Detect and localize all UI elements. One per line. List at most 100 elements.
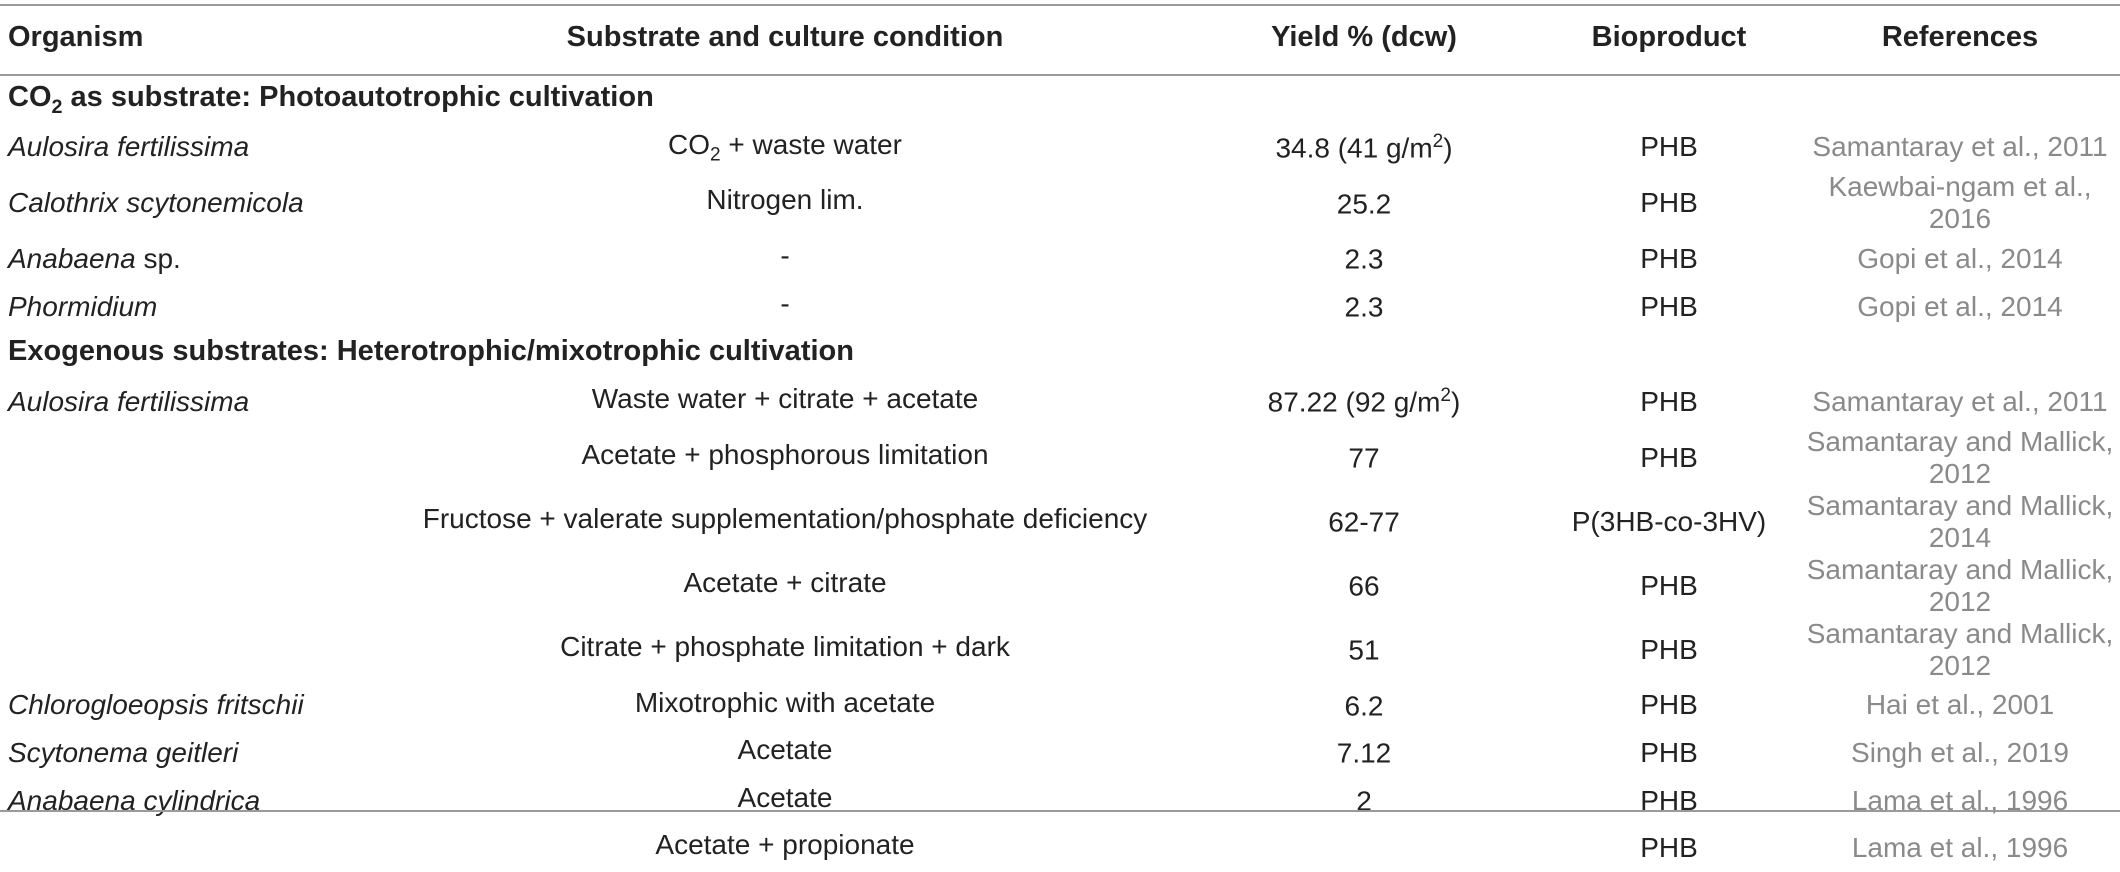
table-row: Chlorogloeopsis fritschii Mixotrophic wit… xyxy=(0,682,2120,730)
substrate-text: Acetate + citrate xyxy=(683,566,887,598)
organism-suffix: sp. xyxy=(135,242,181,274)
cell-organism: Chlorogloeopsis fritschii xyxy=(0,682,380,730)
table-row: Acetate + phosphorous limitation 77 PHB Sam… xyxy=(0,426,2120,490)
yield-text: 2.3 xyxy=(1344,243,1384,275)
organism-name: Calothrix scytonemicola xyxy=(8,187,304,219)
cell-substrate: CO2 + waste water xyxy=(380,124,1190,172)
yield-text: 7.12 xyxy=(1336,737,1392,769)
substrate-text: Mixotrophic with acetate xyxy=(634,686,936,718)
table-row: Scytonema geitleri Acetate 7.12 PHB Singh et… xyxy=(0,729,2120,777)
cell-organism: Aulosira fertilissima xyxy=(0,124,380,172)
section-title: Exogenous substrates: Heterotrophic/mixo… xyxy=(0,330,2120,378)
yield-text-end: ) xyxy=(1451,386,1461,418)
organism-name: Anabaena xyxy=(8,242,136,274)
cell-bioproduct: PHB xyxy=(1640,131,1698,163)
cell-reference: Kaewbai-ngam et al., 2016 xyxy=(1828,171,2092,235)
cell-substrate: Acetate + propionate xyxy=(380,824,1190,872)
yield-text: 6.2 xyxy=(1344,690,1384,722)
cell-yield: 25.2 xyxy=(1190,171,1538,235)
table-row: Phormidium - 2.3 PHB Gopi et al., 2014 xyxy=(0,283,2120,331)
cell-yield xyxy=(1190,824,1538,872)
cell-substrate: Acetate + citrate xyxy=(380,554,1190,618)
cell-bioproduct: PHB xyxy=(1640,242,1698,274)
substrate-text: Acetate + propionate xyxy=(655,829,915,861)
cell-reference: Samantaray et al., 2011 xyxy=(1812,385,2108,417)
bottom-rule xyxy=(0,810,2120,812)
substrate-text: Citrate + phosphate limitation + dark xyxy=(560,630,1010,662)
table-row: Acetate + citrate 66 PHB Samantaray and Mal… xyxy=(0,554,2120,618)
table-row: Aulosira fertilissima Waste water + citra… xyxy=(0,378,2120,426)
cell-yield: 2 xyxy=(1190,777,1538,825)
yield-text: 62-77 xyxy=(1328,506,1400,538)
table-row: Calothrix scytonemicola Nitrogen lim. 25.2… xyxy=(0,171,2120,235)
cell-substrate: - xyxy=(380,283,1190,331)
cell-yield: 6.2 xyxy=(1190,682,1538,730)
header-bioproduct: Bioproduct xyxy=(1538,0,1800,76)
substrate-text: Waste water + citrate + acetate xyxy=(591,382,979,414)
table-row: Citrate + phosphate limitation + dark 51 P… xyxy=(0,618,2120,682)
table-row: Anabaena sp. - 2.3 PHB Gopi et al., 2014 xyxy=(0,235,2120,283)
substrate-text: - xyxy=(780,240,790,272)
cell-reference: Singh et al., 2019 xyxy=(1851,736,2069,768)
cell-reference: Gopi et al., 2014 xyxy=(1857,290,2063,322)
yield-text: 2.3 xyxy=(1344,291,1384,323)
substrate-text: - xyxy=(780,287,790,319)
substrate-text: CO xyxy=(668,128,711,160)
section-title-subscript: 2 xyxy=(51,95,63,118)
cell-reference: Samantaray and Mallick, 2012 xyxy=(1806,617,2114,681)
table-row: Fructose + valerate supplementation/phos… xyxy=(0,490,2120,554)
cell-yield: 2.3 xyxy=(1190,235,1538,283)
cell-yield: 66 xyxy=(1190,554,1538,618)
yield-text: 25.2 xyxy=(1336,187,1392,219)
cell-substrate: Acetate xyxy=(380,777,1190,825)
cell-yield: 51 xyxy=(1190,618,1538,682)
cell-organism: Anabaena cylindrica xyxy=(0,777,380,825)
yield-superscript: 2 xyxy=(1432,130,1444,152)
substrate-text-end: + waste water xyxy=(720,128,902,160)
substrate-text: Nitrogen lim. xyxy=(706,184,864,216)
cell-substrate: - xyxy=(380,235,1190,283)
yield-text: 34.8 (41 g/m xyxy=(1275,132,1433,164)
cell-reference: Hai et al., 2001 xyxy=(1865,689,2055,721)
cell-substrate: Nitrogen lim. xyxy=(380,171,1190,235)
cell-bioproduct: P(3HB-co-3HV) xyxy=(1571,505,1767,537)
yield-text: 66 xyxy=(1348,570,1380,602)
substrate-text: Acetate xyxy=(737,734,833,766)
cell-yield: 34.8 (41 g/m2) xyxy=(1190,124,1538,172)
header-substrate: Substrate and culture condition xyxy=(380,0,1190,76)
header-organism: Organism xyxy=(0,0,380,76)
cell-bioproduct: PHB xyxy=(1640,385,1698,417)
cell-bioproduct: PHB xyxy=(1640,633,1698,665)
cell-reference: Samantaray et al., 2011 xyxy=(1812,131,2108,163)
cell-bioproduct: PHB xyxy=(1640,187,1698,219)
cell-organism xyxy=(0,618,380,682)
yield-text-end: ) xyxy=(1443,132,1453,164)
cell-reference: Lama et al., 1996 xyxy=(1851,784,2069,816)
header-row: Organism Substrate and culture condition… xyxy=(0,0,2120,76)
cell-substrate: Waste water + citrate + acetate xyxy=(380,378,1190,426)
cell-bioproduct: PHB xyxy=(1640,736,1698,768)
cell-bioproduct: PHB xyxy=(1640,569,1698,601)
organism-name: Phormidium xyxy=(8,290,158,322)
section-title: CO2 as substrate: Photoautotrophic culti… xyxy=(0,75,2120,124)
cell-bioproduct: PHB xyxy=(1640,832,1698,864)
yield-superscript: 2 xyxy=(1440,385,1452,407)
cell-organism: Aulosira fertilissima xyxy=(0,378,380,426)
cell-reference: Lama et al., 1996 xyxy=(1851,832,2069,864)
cell-bioproduct: PHB xyxy=(1640,689,1698,721)
cell-organism xyxy=(0,554,380,618)
cell-substrate: Mixotrophic with acetate xyxy=(380,682,1190,730)
cell-organism: Anabaena sp. xyxy=(0,235,380,283)
cell-organism: Scytonema geitleri xyxy=(0,729,380,777)
cell-bioproduct: PHB xyxy=(1640,441,1698,473)
cell-bioproduct: PHB xyxy=(1640,784,1698,816)
substrate-text: Fructose + valerate supplementation/phos… xyxy=(422,502,1148,534)
table-row: Anabaena cylindrica Acetate 2 PHB Lama et al… xyxy=(0,777,2120,825)
yield-text: 2 xyxy=(1356,785,1372,817)
yield-text: 77 xyxy=(1348,442,1380,474)
header-yield: Yield % (dcw) xyxy=(1190,0,1538,76)
cell-substrate: Acetate + phosphorous limitation xyxy=(380,426,1190,490)
cell-organism xyxy=(0,426,380,490)
